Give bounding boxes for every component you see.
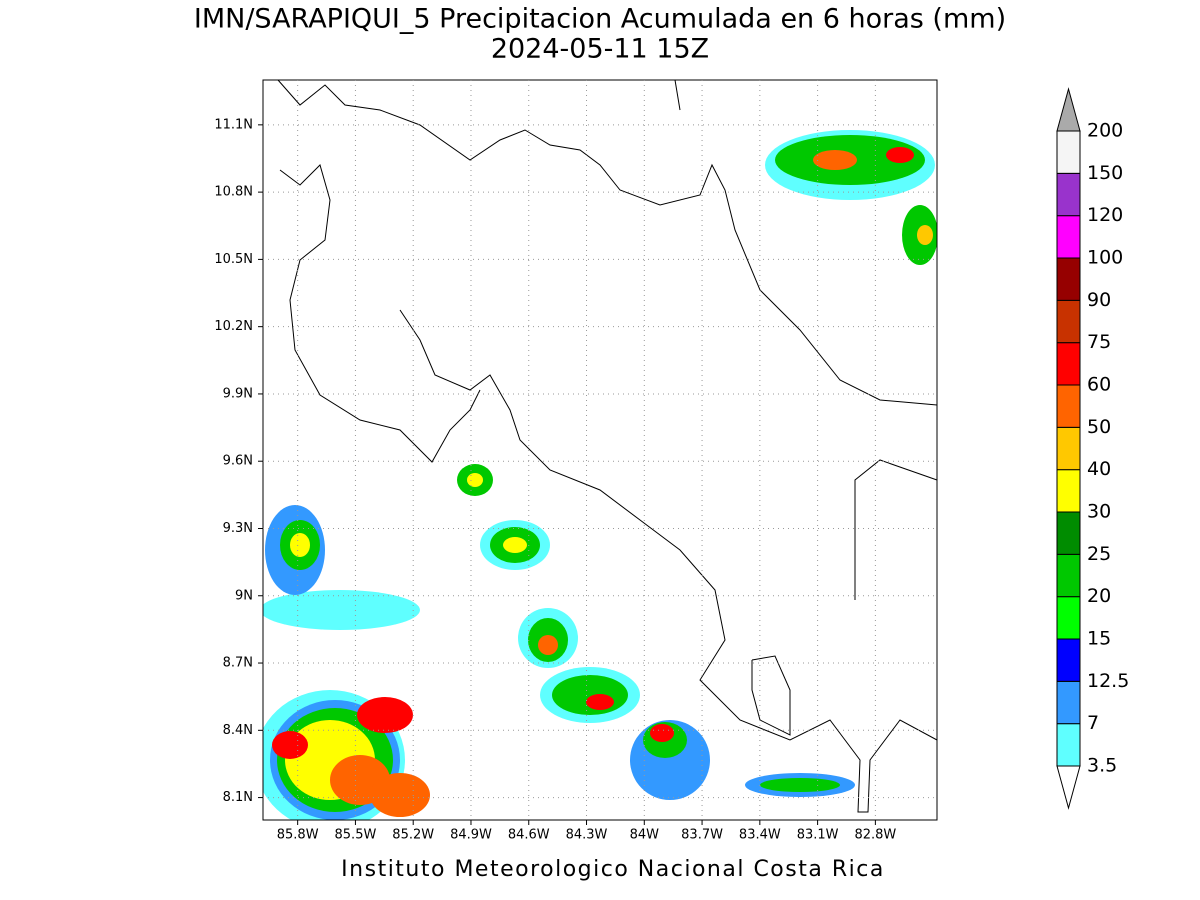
colorbar-segment — [1056, 130, 1081, 174]
chart-subtitle: 2024-05-11 15Z — [491, 34, 709, 65]
colorbar-segment — [1056, 723, 1081, 767]
y-tick-label: 10.2N — [214, 319, 253, 334]
colorbar-segment — [1056, 342, 1081, 386]
colorbar-under — [1056, 765, 1081, 810]
y-tick-label: 10.8N — [214, 185, 253, 200]
colorbar-label: 12.5 — [1087, 670, 1129, 692]
precipitation-field — [263, 130, 937, 820]
x-tick-label: 85.5W — [335, 828, 377, 843]
colorbar-segment — [1056, 215, 1081, 259]
colorbar-segment — [1056, 553, 1081, 598]
colorbar-label: 40 — [1087, 458, 1111, 480]
colorbar-label: 90 — [1087, 289, 1111, 311]
x-tick-label: 84.6W — [508, 828, 550, 843]
colorbar-segment — [1056, 511, 1081, 555]
y-tick-label: 9.6N — [223, 454, 253, 469]
chart-title: IMN/SARAPIQUI_5 Precipitacion Acumulada … — [194, 4, 1006, 35]
x-tick-label: 85.8W — [277, 828, 319, 843]
y-tick-label: 9N — [235, 588, 253, 603]
x-tick-label: 83.4W — [739, 828, 781, 843]
colorbar-label: 30 — [1087, 501, 1111, 523]
colorbar-label: 20 — [1087, 585, 1111, 607]
map-frame — [262, 79, 938, 821]
colorbar-label: 100 — [1087, 247, 1123, 269]
colorbar-label: 25 — [1087, 543, 1111, 565]
colorbar-label: 50 — [1087, 416, 1111, 438]
colorbar-label: 3.5 — [1087, 755, 1117, 777]
colorbar-label: 200 — [1087, 120, 1123, 142]
footer: Instituto Meteorologico Nacional Costa R… — [341, 857, 885, 882]
x-tick-label: 84.9W — [450, 828, 492, 843]
colorbar-label: 75 — [1087, 331, 1111, 353]
colorbar-over — [1056, 87, 1081, 132]
colorbar-label: 150 — [1087, 162, 1123, 184]
x-tick-label: 82.8W — [854, 828, 896, 843]
x-tick-label: 83.1W — [797, 828, 839, 843]
y-tick-label: 8.4N — [223, 723, 253, 738]
x-tick-label: 84W — [630, 828, 660, 843]
colorbar-segment — [1056, 426, 1081, 471]
y-tick-label: 9.3N — [223, 521, 253, 536]
colorbar-segment — [1056, 257, 1081, 301]
y-tick-label: 9.9N — [223, 386, 253, 401]
y-tick-label: 10.5N — [214, 252, 253, 267]
colorbar-segment — [1056, 299, 1081, 344]
colorbar-segment — [1056, 469, 1081, 513]
colorbar-segment — [1056, 680, 1081, 725]
colorbar-label: 60 — [1087, 374, 1111, 396]
x-tick-label: 85.2W — [392, 828, 434, 843]
x-tick-label: 83.7W — [681, 828, 723, 843]
x-tick-label: 84.3W — [566, 828, 608, 843]
colorbar-segment — [1056, 384, 1081, 428]
colorbar-label: 15 — [1087, 628, 1111, 650]
y-tick-label: 11.1N — [214, 117, 253, 132]
y-tick-label: 8.1N — [223, 790, 253, 805]
colorbar-segment — [1056, 596, 1081, 640]
y-tick-label: 8.7N — [223, 656, 253, 671]
colorbar-segment — [1056, 638, 1081, 682]
coastline — [277, 79, 938, 813]
colorbar-label: 7 — [1087, 712, 1099, 734]
colorbar-label: 120 — [1087, 204, 1123, 226]
colorbar-segment — [1056, 172, 1081, 217]
